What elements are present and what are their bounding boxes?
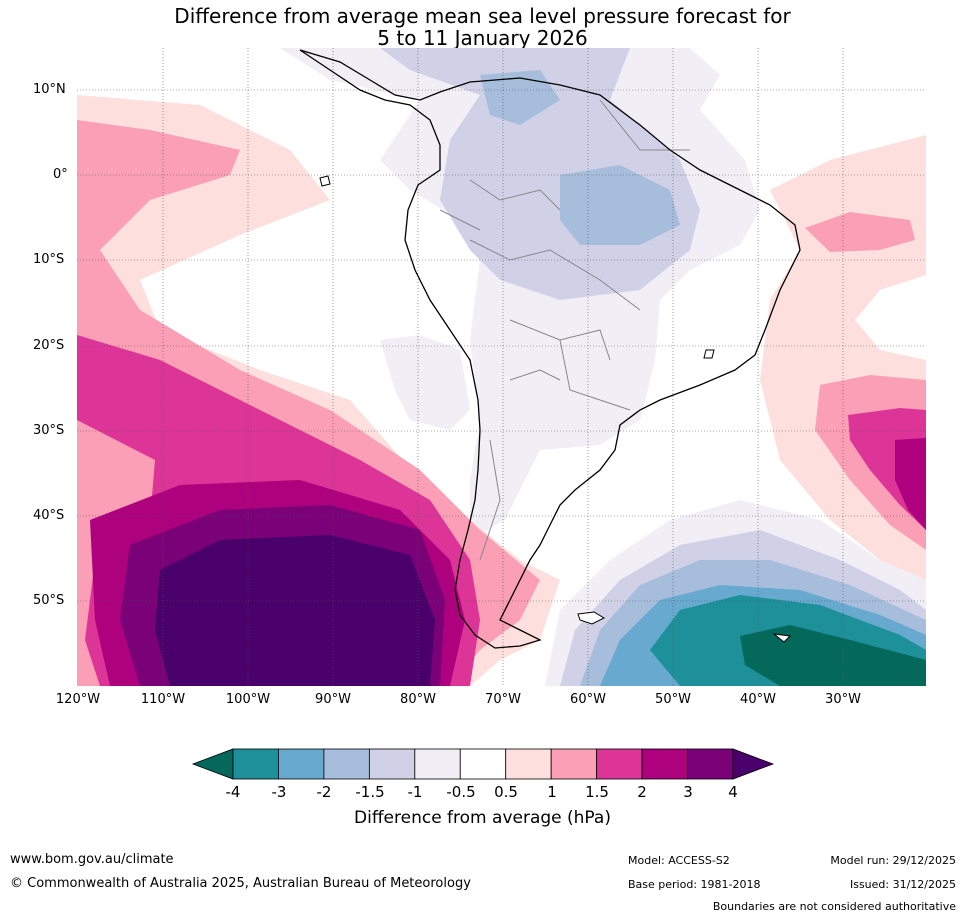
lon-label-120w: 120°W	[55, 692, 101, 707]
anomaly-contours	[77, 48, 926, 686]
lat-label-20s: 20°S	[33, 338, 65, 353]
colorbar-tick: 4	[728, 783, 738, 801]
colorbar-tick: -0.5	[446, 783, 476, 801]
colorbar-segment	[596, 748, 643, 780]
contour-neg-1.5-north-b	[480, 70, 560, 125]
lat-label-30s: 30°S	[33, 423, 65, 438]
colorbar-tick: -1	[407, 783, 423, 801]
copyright-text: © Commonwealth of Australia 2025, Austra…	[10, 876, 471, 891]
colorbar-tick: -1.5	[355, 783, 385, 801]
contour-neg-1.5-north	[560, 165, 680, 245]
country-boundaries	[439, 99, 690, 561]
lon-label-70w: 70°W	[485, 692, 521, 707]
colorbar-segment	[232, 748, 279, 780]
lon-label-100w: 100°W	[225, 692, 271, 707]
lat-label-50s: 50°S	[33, 593, 65, 608]
colorbar-tick: -2	[316, 783, 332, 801]
islands	[319, 175, 792, 643]
colorbar-segment	[459, 748, 507, 780]
colorbar-tick: -4	[225, 783, 241, 801]
colorbar-segment	[687, 748, 734, 780]
lon-label-110w: 110°W	[140, 692, 186, 707]
lat-label-0: 0°	[53, 167, 68, 182]
colorbar-segment	[278, 748, 325, 780]
lon-label-30w: 30°W	[825, 692, 861, 707]
colorbar-tick: 0.5	[494, 783, 518, 801]
chart-title-line2: 5 to 11 January 2026	[377, 26, 588, 50]
colorbar-segment	[505, 748, 552, 780]
lon-label-60w: 60°W	[570, 692, 606, 707]
chart-title-line1: Difference from average mean sea level p…	[174, 4, 791, 28]
colorbar-label: Difference from average (hPa)	[354, 808, 611, 828]
colorbar-segment	[368, 748, 416, 780]
lat-label-40s: 40°S	[33, 508, 65, 523]
contour-neg-0.5-mid	[380, 335, 470, 430]
contour-pos-2-atlantic	[895, 438, 926, 530]
colorbar-extend-min	[191, 748, 234, 780]
colorbar-segment	[550, 748, 598, 780]
boundaries-disclaimer: Boundaries are not considered authoritat…	[712, 900, 956, 913]
contour-pos-4-pacific	[155, 535, 435, 686]
contour-pos-1-atlantic	[805, 212, 915, 252]
colorbar-segment	[414, 748, 461, 780]
lon-label-40w: 40°W	[740, 692, 776, 707]
colorbar-segment	[323, 748, 370, 780]
lon-label-50w: 50°W	[655, 692, 691, 707]
lon-label-80w: 80°W	[400, 692, 436, 707]
contour-neg-4-south	[740, 625, 926, 686]
graticule	[77, 48, 926, 686]
website-link[interactable]: www.bom.gov.au/climate	[10, 852, 174, 867]
colorbar-tick: 2	[637, 783, 647, 801]
colorbar-tick: -3	[271, 783, 287, 801]
colorbar	[191, 748, 775, 780]
base-period: Base period: 1981-2018	[628, 878, 761, 891]
colorbar-segment	[641, 748, 688, 780]
model-run-date: Model run: 29/12/2025	[830, 854, 956, 867]
colorbar-extend-max	[732, 748, 775, 780]
lon-label-90w: 90°W	[315, 692, 351, 707]
lat-label-10s: 10°S	[33, 252, 65, 267]
colorbar-tick: 3	[683, 783, 693, 801]
issued-date: Issued: 31/12/2025	[849, 878, 956, 891]
colorbar-tick: 1	[547, 783, 557, 801]
colorbar-tick: 1.5	[585, 783, 609, 801]
coastline-south-america	[299, 49, 801, 649]
model-name: Model: ACCESS-S2	[628, 854, 730, 867]
lat-label-10n: 10°N	[33, 82, 66, 97]
